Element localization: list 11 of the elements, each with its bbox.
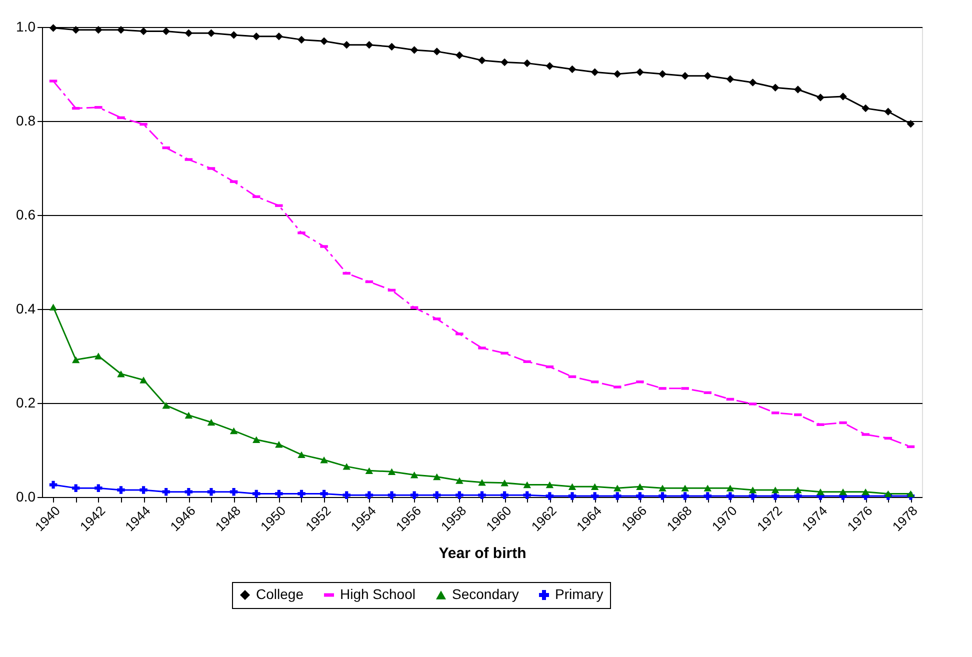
y-tick-label: 0.8: [16, 112, 36, 128]
legend-label: College: [256, 586, 304, 602]
legend-label: Primary: [555, 586, 604, 602]
y-tick-label: 0.4: [16, 300, 36, 316]
y-tick-label: 0.0: [16, 488, 36, 504]
y-tick-label: 0.2: [16, 394, 36, 410]
x-axis-title: Year of birth: [438, 545, 526, 562]
y-tick-label: 0.6: [16, 206, 36, 222]
legend-label: Secondary: [452, 586, 519, 602]
y-tick-label: 1.0: [16, 18, 36, 34]
legend-label: High School: [340, 586, 416, 602]
